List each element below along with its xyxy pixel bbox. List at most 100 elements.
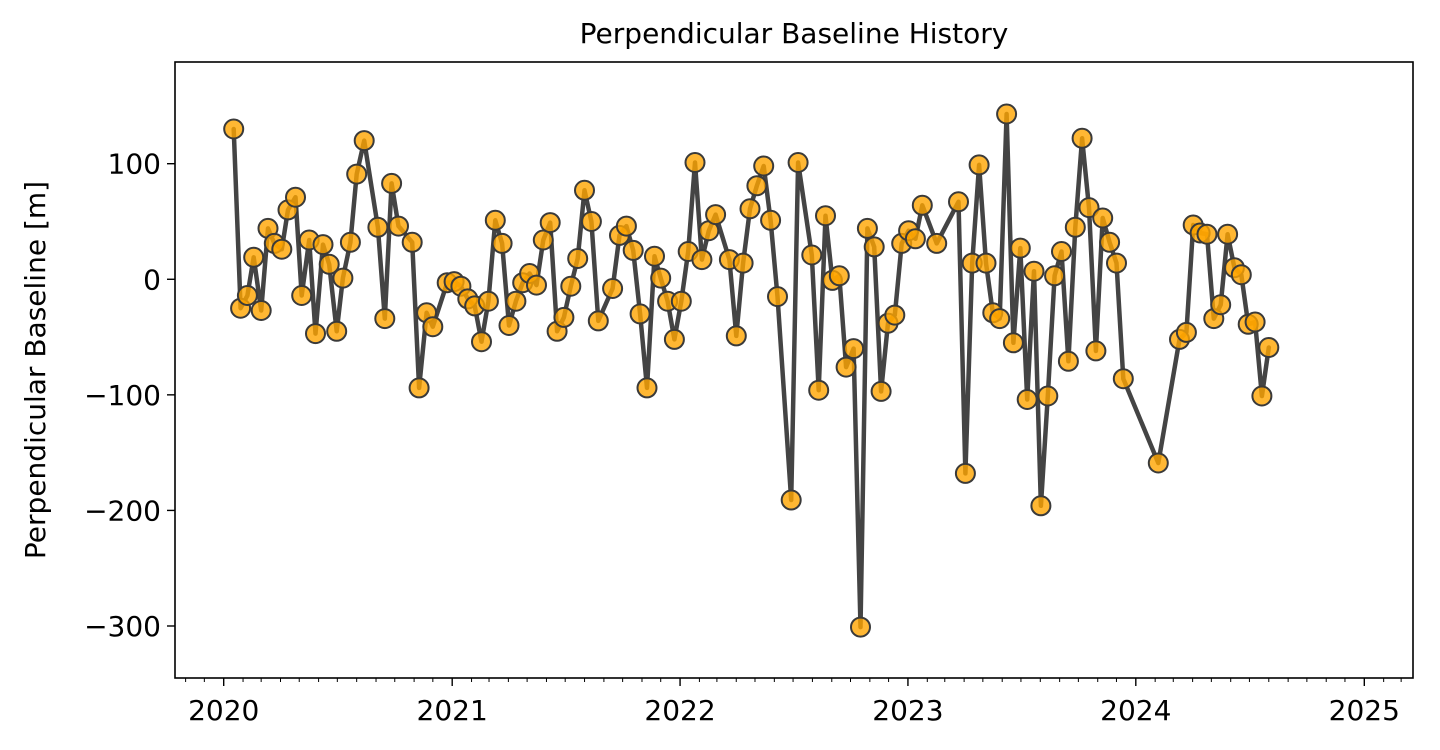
data-point bbox=[326, 320, 348, 342]
data-point bbox=[636, 377, 658, 399]
y-tick-label: 0 bbox=[143, 263, 161, 296]
data-point bbox=[835, 356, 857, 378]
y-tick-label: −100 bbox=[84, 379, 161, 412]
data-point bbox=[843, 338, 865, 360]
data-point bbox=[948, 191, 969, 213]
data-point bbox=[1009, 237, 1031, 259]
data-point bbox=[629, 303, 651, 325]
data-point bbox=[760, 209, 782, 231]
data-point bbox=[1064, 216, 1086, 238]
x-tick-label: 2025 bbox=[1329, 694, 1400, 727]
data-point bbox=[498, 315, 520, 336]
data-point bbox=[1210, 294, 1232, 316]
data-point bbox=[553, 306, 575, 328]
x-tick-label: 2024 bbox=[1100, 694, 1171, 727]
data-point bbox=[332, 267, 354, 289]
data-point bbox=[505, 290, 527, 312]
y-tick-label: −200 bbox=[84, 494, 161, 527]
data-point bbox=[560, 275, 582, 297]
data-point bbox=[808, 379, 830, 401]
data-point bbox=[1078, 197, 1100, 219]
chart-title: Perpendicular Baseline History bbox=[580, 17, 1009, 50]
data-point bbox=[339, 231, 361, 253]
data-point bbox=[580, 211, 602, 232]
x-tick-label: 2023 bbox=[872, 694, 943, 727]
data-point bbox=[801, 244, 823, 266]
data-point bbox=[732, 252, 754, 274]
data-point bbox=[353, 130, 375, 152]
x-tick-label: 2021 bbox=[417, 694, 488, 727]
data-point bbox=[1030, 495, 1052, 517]
data-point bbox=[285, 186, 306, 208]
data-point bbox=[926, 232, 948, 254]
data-point bbox=[1016, 389, 1038, 410]
data-point bbox=[996, 103, 1018, 125]
data-point bbox=[739, 198, 761, 220]
data-point bbox=[663, 328, 685, 350]
data-point bbox=[904, 228, 926, 250]
data-point bbox=[491, 232, 513, 254]
data-point bbox=[615, 215, 637, 237]
data-point bbox=[291, 285, 313, 306]
axis-ticks: 2020 2021 2022 2023 2024 2025 100 0 −100 −200 −300 bbox=[84, 148, 1402, 727]
data-point bbox=[705, 204, 727, 226]
data-point bbox=[318, 253, 340, 275]
data-point bbox=[684, 152, 706, 173]
data-point bbox=[815, 205, 836, 227]
data-point bbox=[767, 286, 788, 308]
data-point bbox=[532, 229, 554, 251]
plot-frame bbox=[174, 61, 1414, 679]
data-point bbox=[856, 217, 878, 239]
data-point bbox=[346, 163, 368, 185]
data-point bbox=[870, 380, 892, 402]
data-point bbox=[650, 267, 672, 289]
data-point bbox=[243, 246, 265, 268]
data-point bbox=[670, 290, 692, 312]
data-point bbox=[1230, 264, 1252, 286]
data-point bbox=[223, 118, 245, 140]
data-point bbox=[1106, 252, 1127, 274]
data-point bbox=[1051, 241, 1072, 262]
data-point bbox=[911, 194, 933, 216]
data-point bbox=[691, 249, 713, 271]
data-point bbox=[644, 245, 665, 267]
data-point bbox=[477, 290, 499, 312]
data-point bbox=[1099, 231, 1121, 253]
data-point bbox=[746, 175, 768, 197]
data-point bbox=[1037, 385, 1059, 407]
data-point bbox=[1175, 321, 1197, 343]
data-point bbox=[828, 265, 850, 287]
data-point bbox=[374, 308, 396, 330]
data-point bbox=[954, 462, 976, 484]
data-point bbox=[408, 377, 430, 399]
data-point bbox=[312, 234, 334, 256]
data-point bbox=[863, 236, 885, 258]
data-point bbox=[567, 248, 589, 269]
data-point bbox=[725, 325, 747, 347]
data-point bbox=[401, 231, 423, 253]
data-point bbox=[1147, 452, 1169, 474]
data-point bbox=[1044, 265, 1066, 287]
data-point bbox=[884, 304, 906, 326]
data-point bbox=[305, 323, 326, 345]
data-point bbox=[1092, 207, 1114, 229]
data-point bbox=[381, 172, 403, 194]
data-point bbox=[587, 310, 609, 332]
x-tick-label: 2022 bbox=[644, 694, 715, 727]
data-point bbox=[787, 152, 809, 173]
data-point bbox=[471, 331, 492, 353]
data-point bbox=[1196, 223, 1218, 245]
data-point bbox=[236, 285, 258, 306]
y-tick-label: 100 bbox=[108, 148, 161, 181]
data-point bbox=[975, 252, 997, 274]
data-point bbox=[1085, 340, 1107, 362]
data-point bbox=[388, 215, 409, 237]
data-point bbox=[968, 154, 990, 176]
data-point bbox=[1002, 332, 1024, 354]
data-point bbox=[780, 489, 802, 511]
data-point bbox=[250, 300, 272, 321]
x-tick-label: 2020 bbox=[188, 694, 259, 727]
data-point bbox=[1251, 385, 1273, 407]
data-point bbox=[526, 274, 547, 296]
